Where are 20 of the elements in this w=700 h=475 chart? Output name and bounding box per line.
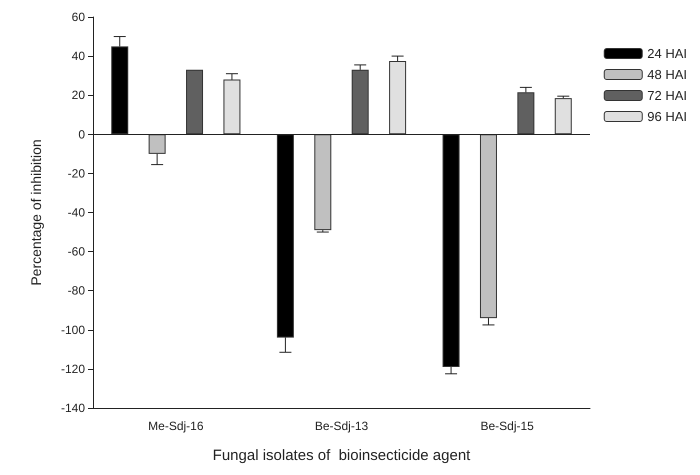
legend-label: 96 HAI bbox=[647, 109, 688, 124]
y-tick-label: -120 bbox=[60, 362, 86, 376]
y-tick-label: -40 bbox=[68, 206, 86, 220]
legend-label: 24 HAI bbox=[647, 46, 688, 61]
y-tick-label: 60 bbox=[72, 10, 86, 24]
y-axis-title: Percentage of inhibition bbox=[28, 139, 44, 286]
y-tick-label: 40 bbox=[72, 49, 86, 64]
y-tick-label: -80 bbox=[68, 284, 86, 298]
x-tick-label: Be-Sdj-13 bbox=[314, 419, 368, 433]
y-tick-label: 20 bbox=[72, 88, 86, 102]
y-tick-label: -140 bbox=[60, 401, 86, 415]
y-tick-label: -60 bbox=[68, 244, 86, 259]
y-tick-label: -100 bbox=[60, 322, 86, 337]
legend-label: 48 HAI bbox=[647, 67, 688, 82]
y-tick-label: 0 bbox=[78, 127, 86, 142]
legend-label: 72 HAI bbox=[647, 88, 688, 103]
y-tick-label: -20 bbox=[68, 166, 86, 180]
x-axis-title: Fungal isolates of bioinsecticide agent bbox=[212, 447, 472, 464]
x-tick-label: Me-Sdj-16 bbox=[148, 419, 204, 433]
x-tick-label: Be-Sdj-15 bbox=[480, 419, 534, 433]
